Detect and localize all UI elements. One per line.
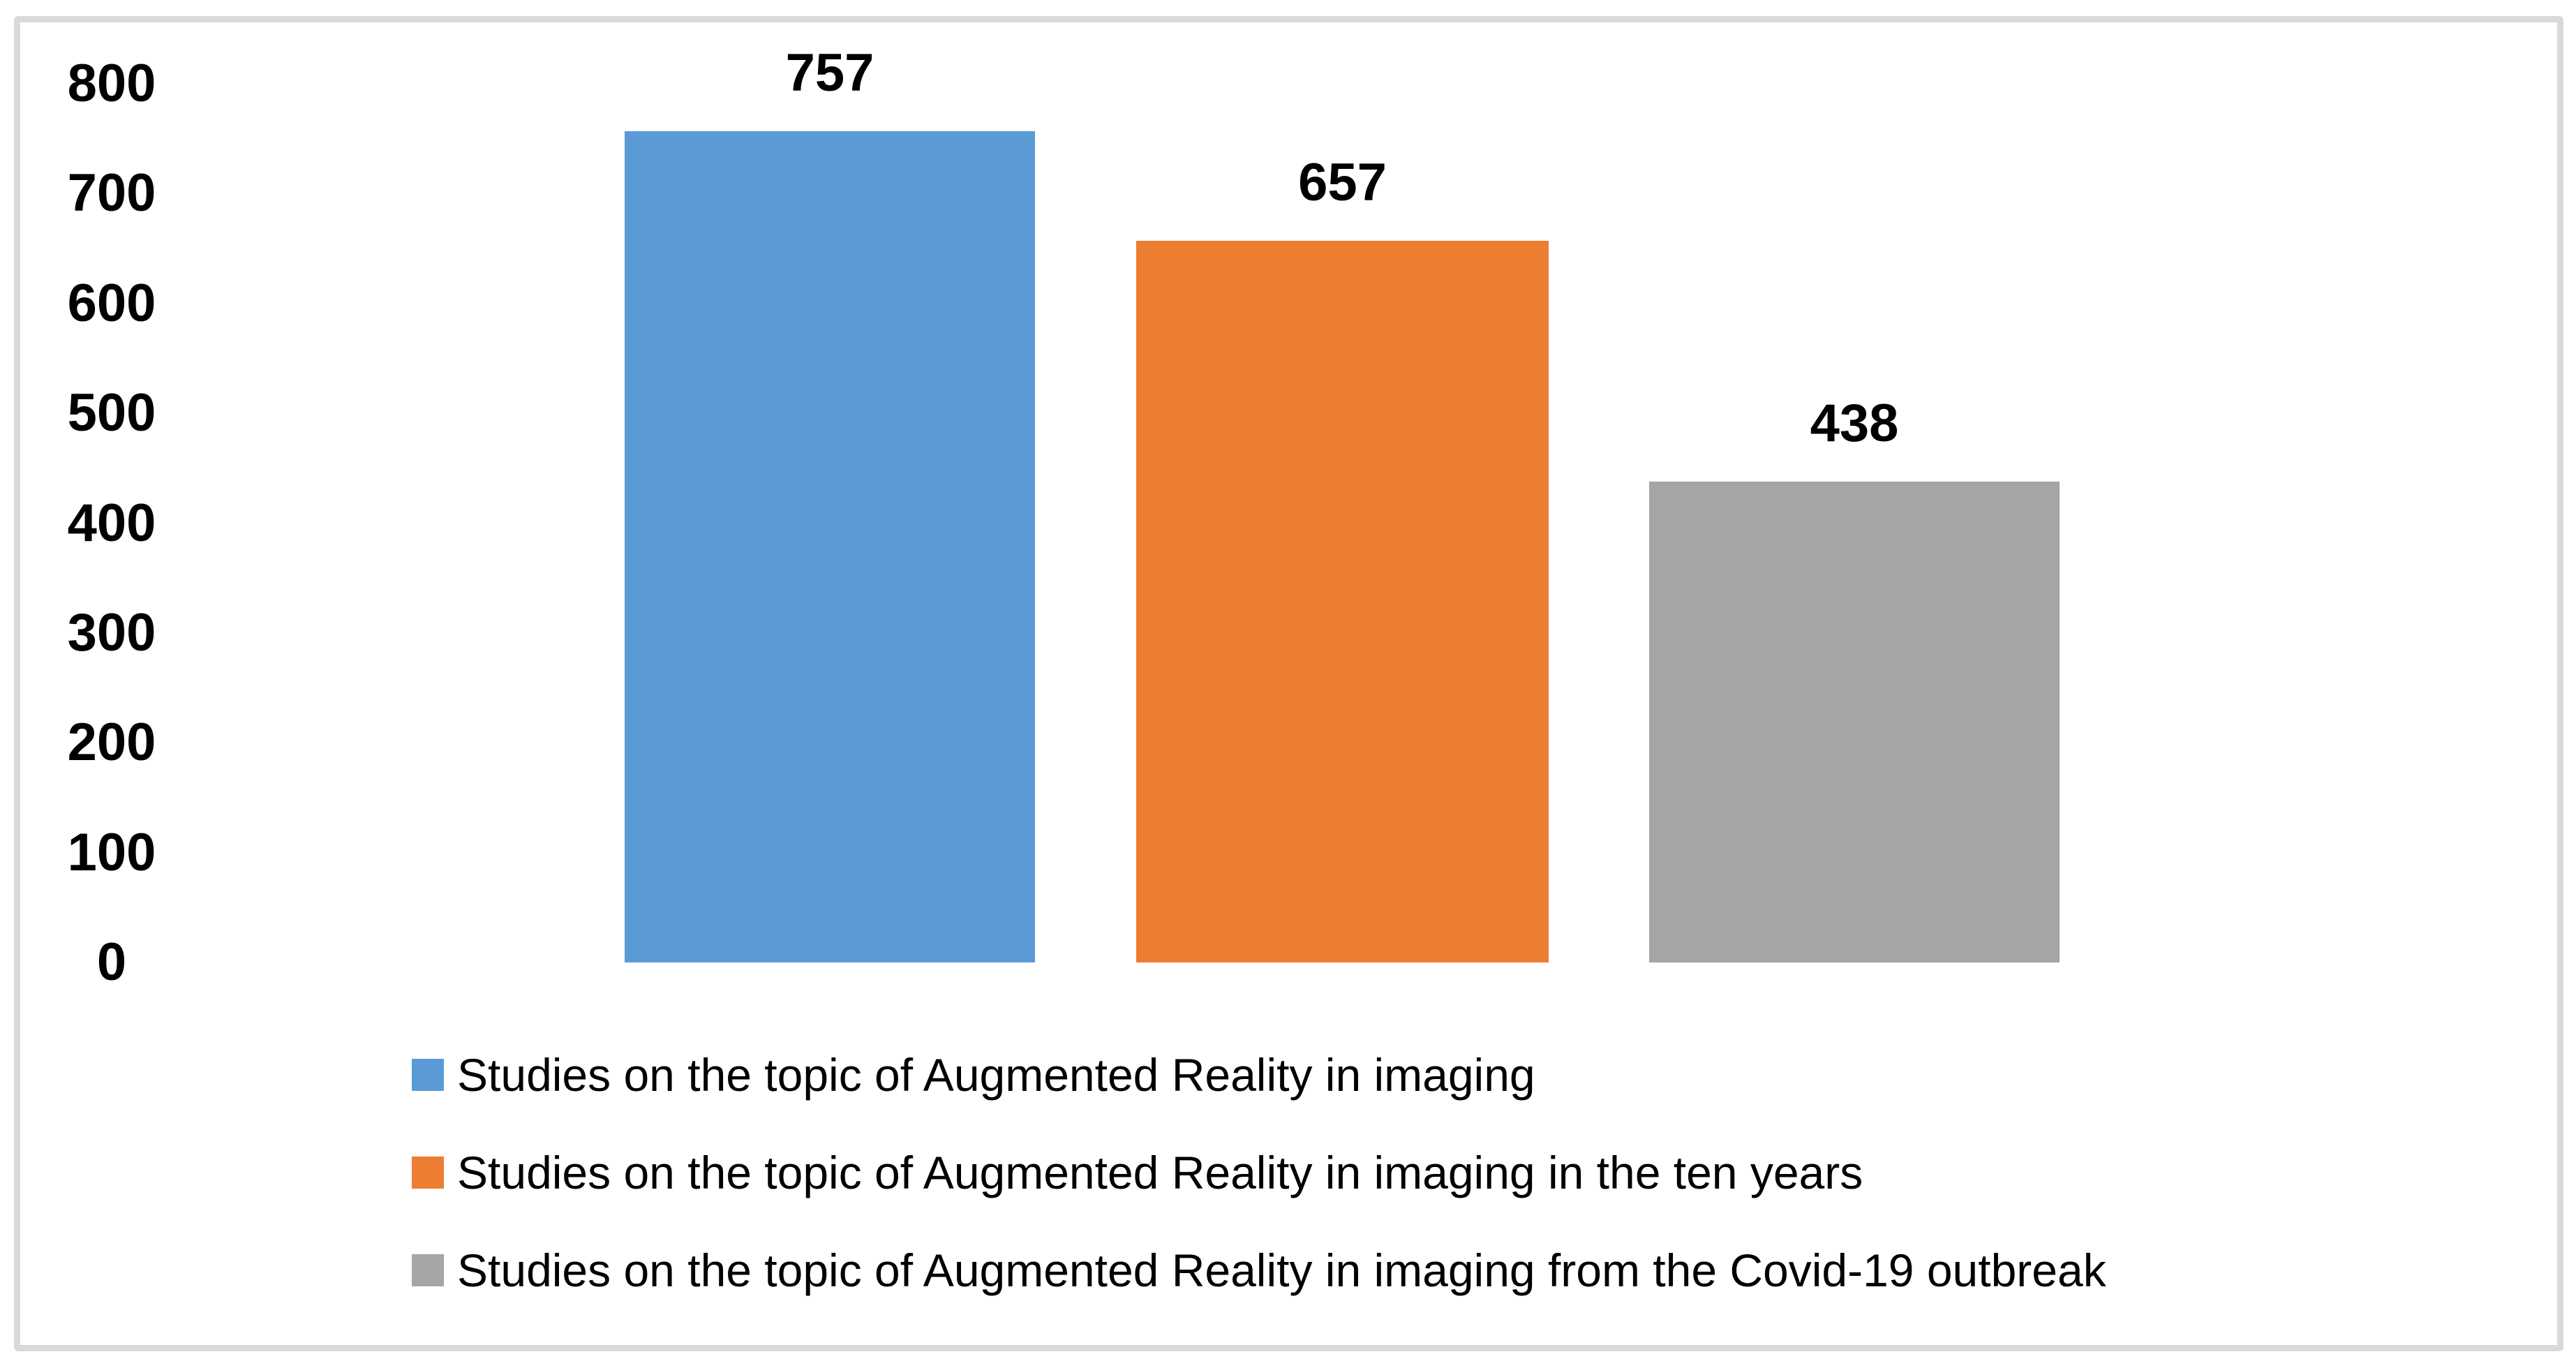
- chart-border-frame: [14, 16, 2563, 1351]
- legend-swatch-blue-icon: [412, 1059, 444, 1091]
- bar-ar-imaging-ten-years: [1136, 241, 1549, 962]
- bar-group-ar-imaging: 757: [625, 0, 1035, 1368]
- legend-label: Studies on the topic of Augmented Realit…: [457, 1147, 1863, 1198]
- legend-item: Studies on the topic of Augmented Realit…: [412, 1047, 1535, 1103]
- legend-label: Studies on the topic of Augmented Realit…: [457, 1049, 1535, 1101]
- legend-swatch-gray-icon: [412, 1254, 444, 1286]
- bar-value-label: 438: [1810, 394, 1899, 453]
- bar-value-label: 657: [1298, 153, 1387, 212]
- legend-label: Studies on the topic of Augmented Realit…: [457, 1244, 2106, 1296]
- y-axis-tick-label: 300: [67, 602, 156, 662]
- legend-item: Studies on the topic of Augmented Realit…: [412, 1145, 1863, 1200]
- legend-item: Studies on the topic of Augmented Realit…: [412, 1242, 2106, 1298]
- y-axis-tick-label: 700: [67, 163, 156, 223]
- y-axis-tick-label: 500: [67, 383, 156, 443]
- y-axis-tick-label: 400: [67, 493, 156, 553]
- bar-ar-imaging-covid: [1649, 482, 2060, 962]
- y-axis-tick-label: 0: [96, 932, 127, 992]
- y-axis-tick-label: 600: [67, 273, 156, 333]
- y-axis-tick-label: 800: [67, 54, 156, 113]
- y-axis-tick-label: 200: [67, 713, 156, 773]
- bar-value-label: 757: [785, 43, 874, 103]
- y-axis-tick-label: 100: [67, 822, 156, 882]
- bar-group-ar-imaging-ten-years: 657: [1136, 0, 1549, 1368]
- legend-swatch-orange-icon: [412, 1157, 444, 1189]
- bar-group-ar-imaging-covid: 438: [1649, 0, 2060, 1368]
- bar-ar-imaging: [625, 131, 1035, 962]
